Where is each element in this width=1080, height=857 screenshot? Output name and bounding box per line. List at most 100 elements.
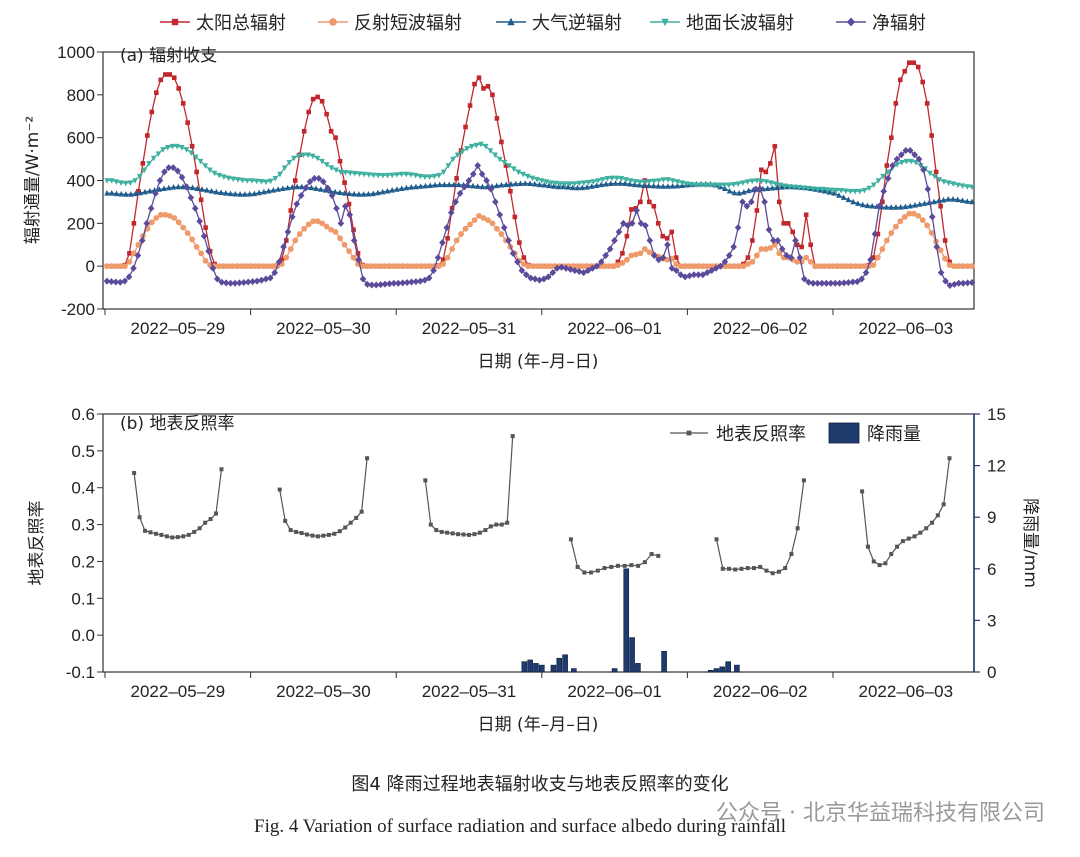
series-point [682, 263, 689, 270]
albedo-point [354, 515, 359, 520]
series-point [453, 237, 460, 244]
series-point [817, 187, 823, 193]
series-point [275, 186, 281, 192]
series-point [454, 176, 459, 181]
albedo-point [181, 534, 186, 539]
series-point [730, 243, 737, 251]
series-point [470, 182, 476, 189]
series-point [673, 255, 679, 260]
series-point [311, 174, 318, 182]
albedo-y-axis: -0.1 0.0 0.1 0.2 0.3 0.4 0.5 0.6 [66, 405, 103, 682]
series-point [604, 176, 611, 182]
series-point [826, 188, 833, 195]
series-point [518, 266, 526, 274]
albedo-point [947, 456, 952, 461]
series-point [296, 231, 303, 237]
series-point [803, 254, 810, 261]
series-point [125, 273, 133, 281]
series-point [328, 191, 336, 199]
albedo-point [505, 520, 510, 525]
series-point [727, 263, 733, 270]
rainfall-bar [629, 637, 635, 673]
radiation-x-tick-label: 2022–05–29 [131, 319, 226, 338]
albedo-point [739, 566, 744, 571]
series-point [730, 182, 737, 188]
series-point [955, 263, 962, 270]
albedo-x-axis: 2022–05–29 2022–05–30 2022–05–31 2022–06–01… [104, 672, 953, 701]
series-point [525, 263, 532, 270]
series-point [179, 145, 185, 151]
albedo-point [770, 571, 775, 576]
rainfall-bar [611, 668, 618, 673]
series-point [847, 188, 854, 195]
series-point [581, 180, 587, 186]
figure-caption-chinese: 图4 降雨过程地表辐射收支与地表反照率的变化 [351, 774, 728, 795]
series-point [641, 246, 648, 252]
series-point [883, 203, 890, 210]
series-大气逆辐射 [104, 180, 975, 210]
series-point [722, 263, 729, 270]
series-point [893, 204, 899, 210]
series-point [531, 275, 539, 283]
series-point [876, 202, 883, 210]
albedo-point [153, 531, 158, 536]
series-point [931, 173, 938, 180]
series-point [938, 203, 943, 209]
series-point [767, 245, 774, 251]
series-point [567, 265, 574, 273]
series-point [134, 251, 142, 259]
radiation-y-tick-label: 200 [67, 214, 95, 233]
series-point [745, 187, 752, 194]
series-point [936, 177, 943, 183]
series-point [527, 274, 534, 282]
series-point [869, 202, 875, 209]
series-point [765, 226, 773, 234]
series-point [333, 167, 339, 174]
series-point [814, 186, 821, 193]
rainfall-bar [713, 668, 720, 673]
radiation-x-axis-label: 日期 (年–月–日) [478, 352, 599, 372]
series-point [940, 196, 947, 203]
series-point [238, 263, 245, 270]
series-point [270, 187, 277, 193]
series-point [218, 278, 226, 286]
radiation-y-axis: -200 0 200 400 600 800 1000 [57, 43, 103, 319]
legend-swatch [828, 422, 860, 444]
series-point [198, 197, 204, 203]
series-point [309, 153, 316, 160]
series-point [759, 167, 764, 173]
series-point [607, 180, 614, 187]
series-point [628, 252, 635, 259]
series-point [478, 141, 484, 148]
series-point [520, 171, 526, 178]
series-point [941, 179, 947, 185]
series-point [595, 178, 601, 184]
albedo-point [783, 566, 788, 571]
series-point [740, 180, 746, 186]
albedo-point [615, 563, 620, 568]
series-point [593, 182, 600, 188]
albedo-point [315, 534, 320, 539]
series-point [722, 185, 728, 191]
series-point [721, 182, 727, 189]
series-point [725, 251, 733, 259]
albedo-point [461, 532, 466, 537]
albedo-point [494, 522, 499, 527]
series-point [473, 142, 480, 149]
series-point [203, 225, 208, 230]
series-point [356, 171, 363, 177]
series-point [745, 255, 751, 260]
series-point [514, 258, 521, 266]
series-point [772, 143, 778, 149]
series-point [234, 263, 240, 270]
rainfall-bar [661, 651, 667, 673]
series-point [231, 279, 239, 287]
series-point [651, 178, 657, 185]
series-point [319, 220, 326, 227]
rainfall-bar [527, 659, 533, 673]
series-point [574, 263, 581, 270]
series-point [726, 182, 732, 189]
series-point [281, 165, 288, 171]
series-point [638, 199, 643, 205]
series-point [543, 263, 550, 270]
